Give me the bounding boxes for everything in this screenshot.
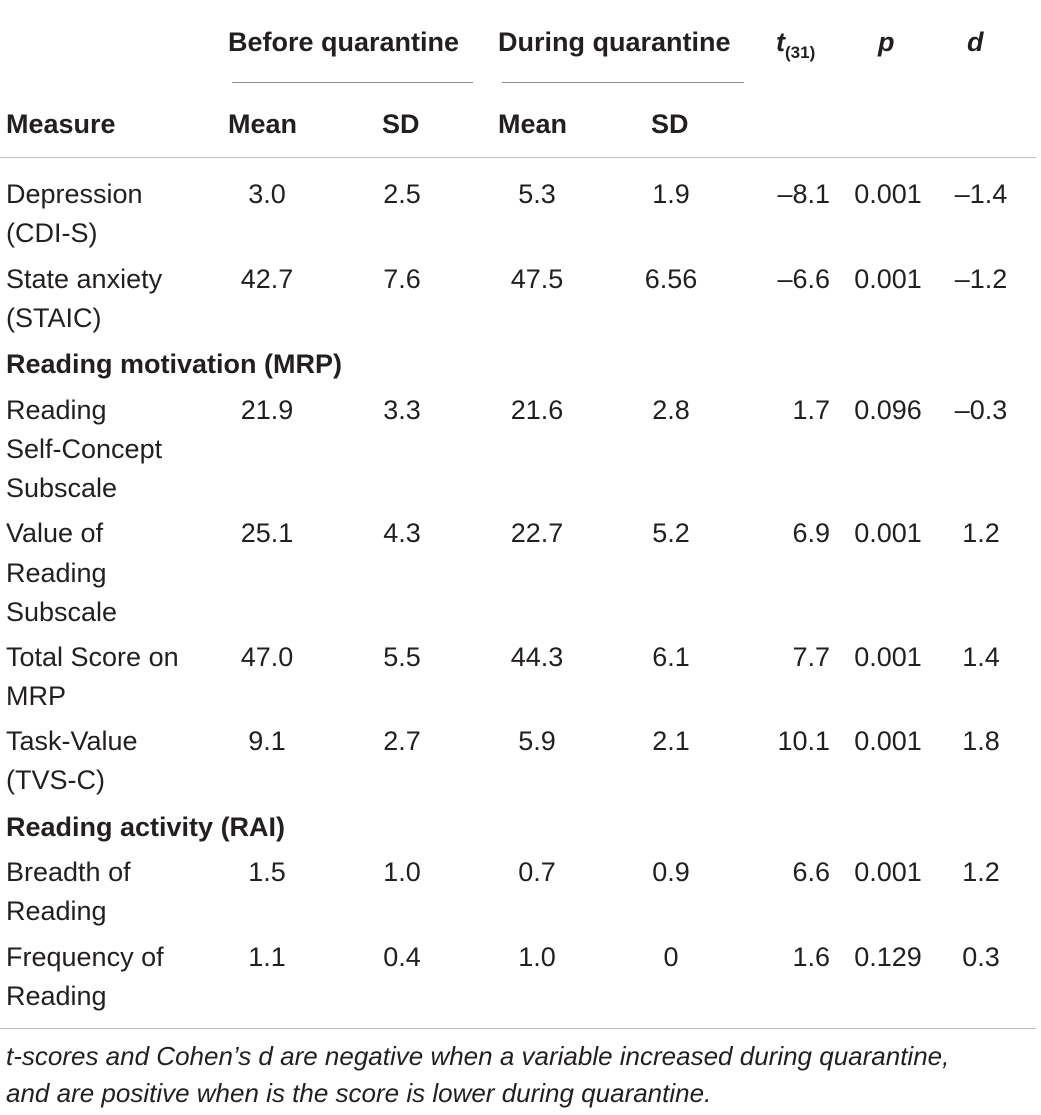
- before-mean-cell: 21.9: [240, 395, 294, 425]
- before-mean-cell: 9.1: [248, 726, 286, 756]
- p-cell: 0.001: [854, 726, 922, 756]
- measure-cell: Value of: [6, 518, 104, 548]
- measure-cell: Depression: [6, 179, 143, 209]
- p-cell: 0.001: [854, 518, 922, 548]
- before-group-underline: [232, 82, 473, 83]
- during-mean-cell: 1.0: [518, 942, 556, 972]
- during-mean-header: Mean: [498, 109, 568, 139]
- before-sd-cell: 0.4: [383, 942, 421, 972]
- before-mean-cell: 25.1: [240, 518, 294, 548]
- d-cell: –1.4: [954, 179, 1008, 209]
- during-sd-header: SD: [651, 109, 689, 139]
- before-mean-cell: 47.0: [240, 642, 294, 672]
- measure-cell: Subscale: [6, 597, 118, 627]
- during-group-underline: [502, 82, 744, 83]
- d-cell: 1.2: [962, 857, 1000, 887]
- during-quarantine-header: During quarantine: [498, 27, 731, 57]
- measure-cell: Reading: [6, 896, 107, 926]
- during-mean-cell: 22.7: [510, 518, 564, 548]
- t-cell: 6.9: [792, 518, 830, 548]
- measure-header: Measure: [6, 109, 116, 139]
- during-mean-cell: 0.7: [518, 857, 556, 887]
- section-heading: Reading motivation (MRP): [6, 349, 342, 379]
- before-sd-header: SD: [382, 109, 420, 139]
- during-mean-cell: 5.3: [518, 179, 556, 209]
- measure-cell: Reading: [6, 558, 107, 588]
- before-sd-cell: 2.5: [383, 179, 421, 209]
- p-cell: 0.129: [854, 942, 922, 972]
- measure-cell: Breadth of: [6, 857, 131, 887]
- t-cell: –6.6: [777, 264, 830, 294]
- during-sd-cell: 5.2: [652, 518, 690, 548]
- table-footnote: and are positive when is the score is lo…: [6, 1078, 712, 1108]
- header-rule: [0, 157, 1036, 158]
- d-cell: –1.2: [954, 264, 1008, 294]
- d-cell: 1.4: [962, 642, 1000, 672]
- measure-cell: State anxiety: [6, 264, 163, 294]
- measure-cell: (CDI-S): [6, 218, 98, 248]
- during-mean-cell: 5.9: [518, 726, 556, 756]
- t-cell: –8.1: [777, 179, 830, 209]
- measure-cell: Task-Value: [6, 726, 138, 756]
- measure-cell: (STAIC): [6, 303, 102, 333]
- t-cell: 1.6: [792, 942, 830, 972]
- d-effect-size-header: d: [967, 27, 984, 57]
- section-heading: Reading activity (RAI): [6, 812, 286, 842]
- t-cell: 1.7: [792, 395, 830, 425]
- during-mean-cell: 44.3: [510, 642, 564, 672]
- d-cell: 0.3: [962, 942, 1000, 972]
- p-cell: 0.001: [854, 642, 922, 672]
- measure-cell: (TVS-C): [6, 765, 105, 795]
- before-sd-cell: 1.0: [383, 857, 421, 887]
- d-cell: –0.3: [954, 395, 1008, 425]
- during-sd-cell: 2.8: [652, 395, 690, 425]
- before-mean-cell: 42.7: [240, 264, 294, 294]
- p-cell: 0.001: [854, 179, 922, 209]
- t-cell: 6.6: [792, 857, 830, 887]
- measure-cell: Total Score on: [6, 642, 179, 672]
- measure-cell: Reading: [6, 981, 107, 1011]
- measure-cell: Self-Concept: [6, 434, 163, 464]
- before-sd-cell: 3.3: [383, 395, 421, 425]
- table-bottom-rule: [0, 1028, 1036, 1029]
- table-footnote: t-scores and Cohen’s d are negative when…: [6, 1041, 950, 1071]
- during-sd-cell: 1.9: [652, 179, 690, 209]
- p-cell: 0.001: [854, 857, 922, 887]
- during-sd-cell: 6.1: [652, 642, 690, 672]
- during-mean-cell: 21.6: [510, 395, 564, 425]
- measure-cell: Subscale: [6, 473, 118, 503]
- t-statistic-header: t(31): [776, 22, 815, 73]
- d-cell: 1.2: [962, 518, 1000, 548]
- before-mean-cell: 1.5: [248, 857, 286, 887]
- before-sd-cell: 7.6: [383, 264, 421, 294]
- before-sd-cell: 4.3: [383, 518, 421, 548]
- during-sd-cell: 0: [663, 942, 679, 972]
- t-degrees-of-freedom: (31): [785, 43, 816, 62]
- t-cell: 7.7: [792, 642, 830, 672]
- during-sd-cell: 0.9: [652, 857, 690, 887]
- t-cell: 10.1: [777, 726, 830, 756]
- d-cell: 1.8: [962, 726, 1000, 756]
- before-quarantine-header: Before quarantine: [228, 27, 460, 57]
- during-mean-cell: 47.5: [510, 264, 564, 294]
- t-symbol: t: [776, 27, 785, 57]
- before-mean-cell: 1.1: [248, 942, 286, 972]
- measure-cell: MRP: [6, 681, 66, 711]
- measure-cell: Frequency of: [6, 942, 164, 972]
- before-sd-cell: 2.7: [383, 726, 421, 756]
- p-value-header: p: [878, 27, 895, 57]
- during-sd-cell: 6.56: [644, 264, 698, 294]
- before-mean-header: Mean: [228, 109, 298, 139]
- p-cell: 0.096: [854, 395, 922, 425]
- before-sd-cell: 5.5: [383, 642, 421, 672]
- p-cell: 0.001: [854, 264, 922, 294]
- measure-cell: Reading: [6, 395, 107, 425]
- during-sd-cell: 2.1: [652, 726, 690, 756]
- before-mean-cell: 3.0: [248, 179, 286, 209]
